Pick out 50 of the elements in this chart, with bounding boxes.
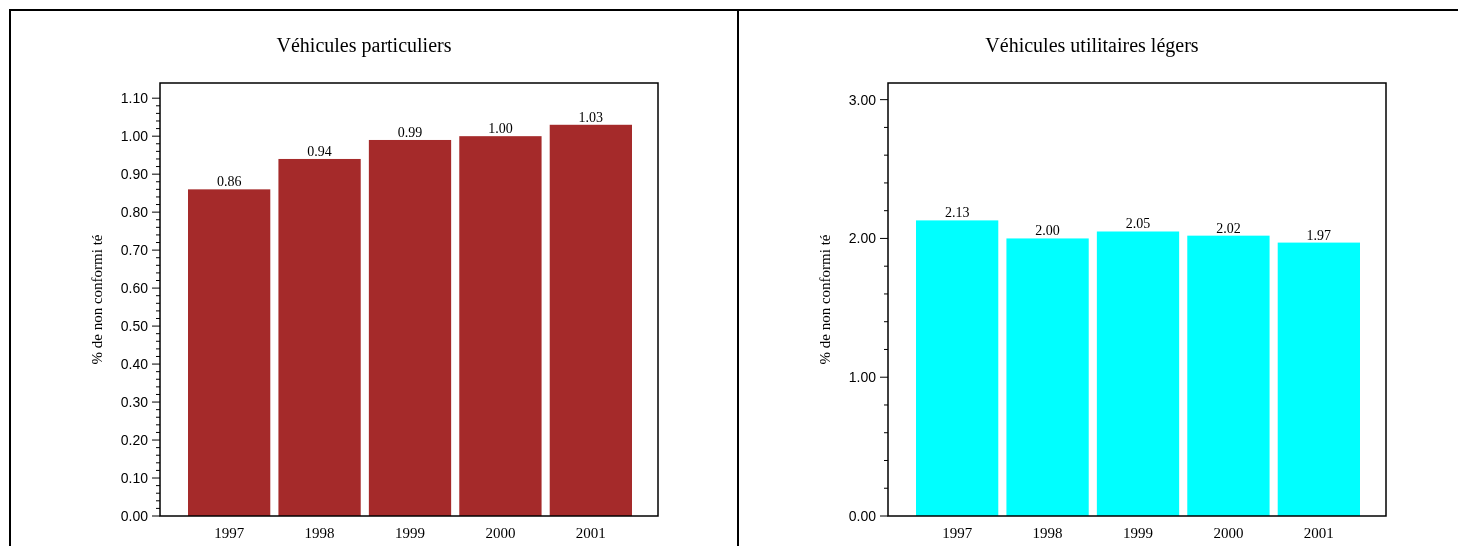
- x-tick-label: 2000: [485, 525, 516, 541]
- y-tick-label: 0.40: [120, 355, 149, 372]
- x-tick-label: 2001: [575, 525, 606, 541]
- data-label: 0.99: [397, 124, 423, 140]
- y-tick-label: 0.60: [120, 280, 149, 297]
- y-tick-label: 0.20: [120, 431, 149, 448]
- y-axis-title: % de non conformi té: [817, 234, 833, 365]
- y-tick-label: 0.80: [120, 204, 149, 221]
- data-label: 2.05: [1125, 216, 1151, 232]
- y-tick-label: 0.90: [120, 166, 149, 183]
- bar: [549, 124, 632, 516]
- y-tick-label: 0.50: [120, 317, 149, 334]
- bar: [459, 136, 542, 516]
- bar: [916, 220, 999, 516]
- bar: [368, 139, 452, 516]
- y-tick-label: 0.70: [120, 242, 149, 259]
- data-label: 1.03: [578, 109, 604, 125]
- chart-title: Véhicules utilitaires légers: [985, 34, 1199, 57]
- bar: [188, 189, 271, 516]
- y-tick-label: 1.00: [848, 369, 877, 386]
- data-label: 0.86: [216, 174, 242, 190]
- y-tick-label: 0.30: [120, 393, 149, 410]
- data-label: 0.94: [307, 143, 332, 159]
- x-tick-label: 2001: [1303, 525, 1334, 541]
- x-tick-label: 1998: [1032, 525, 1063, 541]
- data-label: 1.97: [1306, 227, 1332, 243]
- y-tick-label: 0.00: [848, 507, 877, 524]
- data-label: 2.13: [944, 205, 970, 221]
- data-label: 2.00: [1035, 223, 1060, 239]
- y-tick-label: 3.00: [848, 91, 877, 108]
- bar: [1187, 235, 1270, 516]
- y-tick-label: 1.00: [120, 128, 149, 145]
- x-tick-label: 2000: [1213, 525, 1244, 541]
- x-tick-label: 1997: [214, 525, 245, 541]
- bar: [278, 158, 361, 516]
- x-tick-label: 1998: [304, 525, 335, 541]
- y-tick-label: 2.00: [848, 230, 877, 247]
- x-tick-label: 1999: [395, 525, 425, 541]
- bar: [1096, 231, 1180, 516]
- data-label: 2.02: [1216, 220, 1241, 236]
- bar: [1277, 242, 1360, 516]
- y-tick-label: 0.00: [120, 507, 149, 524]
- y-tick-label: 1.10: [120, 90, 149, 107]
- x-tick-label: 1997: [942, 525, 973, 541]
- y-tick-label: 0.10: [120, 469, 149, 486]
- bar: [1006, 238, 1089, 516]
- x-tick-label: 1999: [1123, 525, 1153, 541]
- y-axis-title: % de non conformi té: [89, 234, 105, 365]
- data-label: 1.00: [488, 121, 513, 137]
- chart-title: Véhicules particuliers: [276, 34, 452, 57]
